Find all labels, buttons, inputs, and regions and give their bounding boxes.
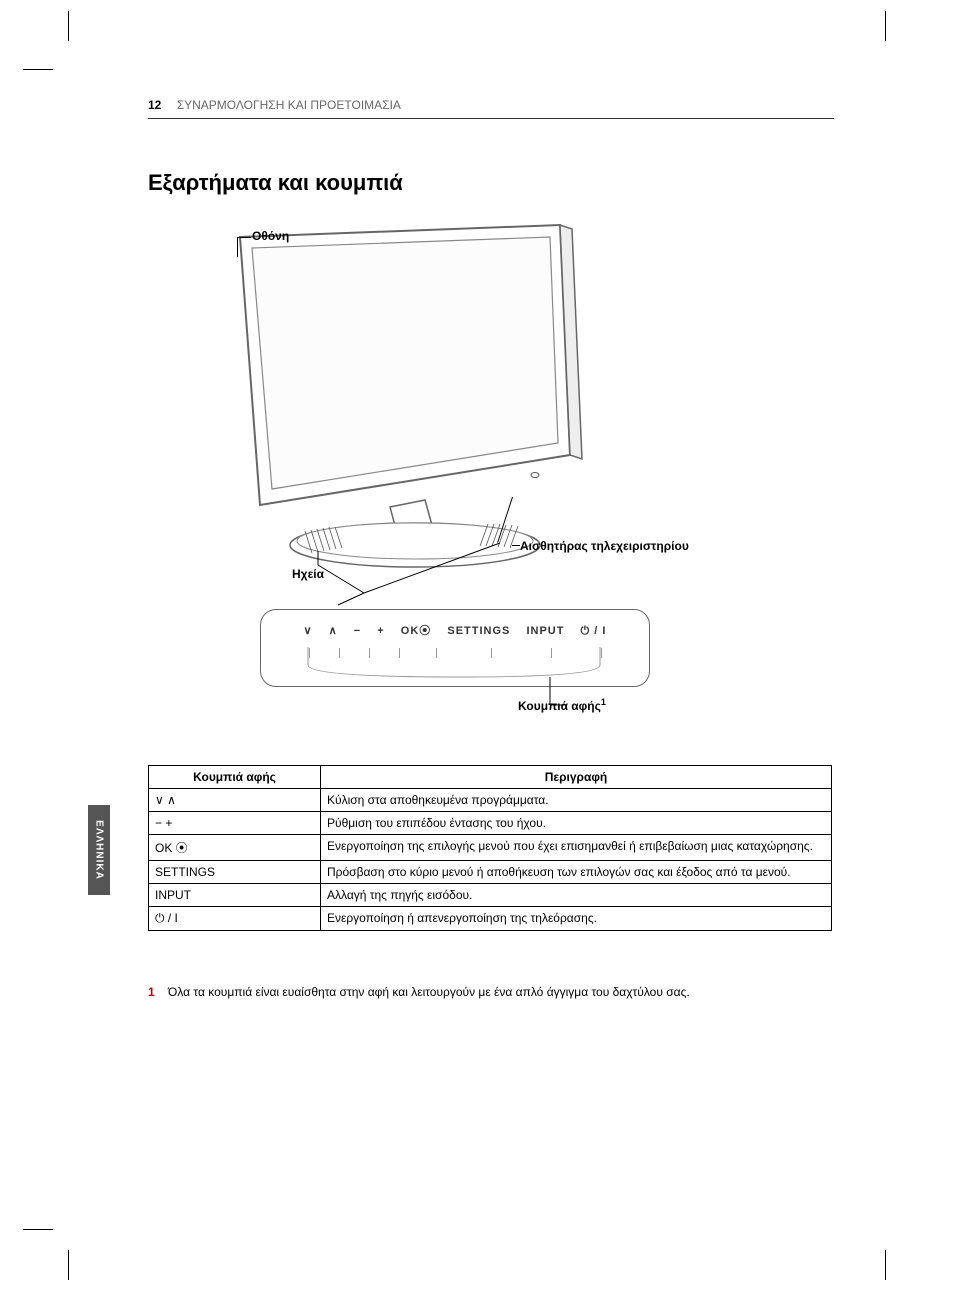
callout-line: [237, 237, 251, 238]
cell-desc: Ενεργοποίηση ή απενεργοποίηση της τηλεόρ…: [321, 907, 832, 931]
button-description-table: Κουμπιά αφής Περιγραφή ∨ ∧ Κύλιση στα απ…: [148, 765, 832, 931]
table-row: SETTINGS Πρόσβαση στο κύριο μενού ή αποθ…: [149, 861, 832, 884]
cell-button: − +: [149, 812, 321, 835]
footnote: 1 Όλα τα κουμπιά είναι ευαίσθητα στην αφ…: [148, 985, 832, 999]
crop-mark: [885, 1250, 886, 1280]
callout-line: [304, 533, 504, 613]
touch-button-row: ∨ ∧ − + OK⦿ SETTINGS INPUT ⏻ / I: [261, 622, 649, 638]
page-number: 12: [148, 98, 161, 112]
table-header-button: Κουμπιά αφής: [149, 766, 321, 789]
callout-line: [512, 545, 520, 546]
table-header-desc: Περιγραφή: [321, 766, 832, 789]
table-row: ∨ ∧ Κύλιση στα αποθηκευμένα προγράμματα.: [149, 789, 832, 812]
caption-touch-buttons-label: Κουμπιά αφής: [518, 699, 601, 713]
btn-down-icon: ∨: [304, 625, 313, 637]
cell-button: SETTINGS: [149, 861, 321, 884]
footnote-number: 1: [148, 985, 155, 999]
btn-up-icon: ∧: [329, 625, 338, 637]
table-row: − + Ρύθμιση του επιπέδου έντασης του ήχο…: [149, 812, 832, 835]
btn-ok: OK⦿: [401, 625, 432, 637]
btn-power-icon: ⏻ / I: [581, 625, 607, 637]
cell-desc: Κύλιση στα αποθηκευμένα προγράμματα.: [321, 789, 832, 812]
page-header: 12 ΣΥΝΑΡΜΟΛΟΓΗΣΗ ΚΑΙ ΠΡΟΕΤΟΙΜΑΣΙΑ: [148, 98, 834, 119]
table-row: ⏻ / I Ενεργοποίηση ή απενεργοποίηση της …: [149, 907, 832, 931]
cell-desc: Ενεργοποίηση της επιλογής μενού που έχει…: [321, 835, 832, 861]
cell-desc: Πρόσβαση στο κύριο μενού ή αποθήκευση τω…: [321, 861, 832, 884]
callout-remote-sensor: Αισθητήρας τηλεχειριστηρίου: [520, 539, 689, 553]
btn-plus-icon: +: [377, 625, 384, 637]
crop-mark: [23, 1229, 53, 1230]
callout-screen: Οθόνη: [252, 229, 289, 243]
cell-button: ∨ ∧: [149, 789, 321, 812]
section-title: ΣΥΝΑΡΜΟΛΟΓΗΣΗ ΚΑΙ ΠΡΟΕΤΟΙΜΑΣΙΑ: [177, 98, 401, 112]
table-row: OK ⦿ Ενεργοποίηση της επιλογής μενού που…: [149, 835, 832, 861]
product-diagram: Οθόνη Ηχεία Αισθητήρας τηλεχειριστηρίου …: [200, 215, 800, 745]
cell-button: OK ⦿: [149, 835, 321, 861]
crop-mark: [23, 69, 53, 70]
btn-input: INPUT: [526, 625, 564, 637]
cell-button: ⏻ / I: [149, 907, 321, 931]
callout-line: [237, 237, 238, 257]
cell-desc: Αλλαγή της πηγής εισόδου.: [321, 884, 832, 907]
btn-minus-icon: −: [354, 625, 361, 637]
crop-mark: [68, 11, 69, 41]
crop-mark: [885, 11, 886, 41]
cell-desc: Ρύθμιση του επιπέδου έντασης του ήχου.: [321, 812, 832, 835]
caption-touch-buttons: Κουμπιά αφής1: [518, 697, 606, 713]
table-row: INPUT Αλλαγή της πηγής εισόδου.: [149, 884, 832, 907]
language-tab: ΕΛΛΗΝΙΚΑ: [88, 805, 110, 895]
caption-touch-buttons-sup: 1: [601, 697, 606, 707]
page-title: Εξαρτήματα και κουμπιά: [148, 170, 403, 196]
language-tab-label: ΕΛΛΗΝΙΚΑ: [94, 820, 105, 880]
footnote-text: Όλα τα κουμπιά είναι ευαίσθητα στην αφή …: [168, 985, 690, 999]
btn-settings: SETTINGS: [447, 625, 510, 637]
crop-mark: [68, 1250, 69, 1280]
cell-button: INPUT: [149, 884, 321, 907]
